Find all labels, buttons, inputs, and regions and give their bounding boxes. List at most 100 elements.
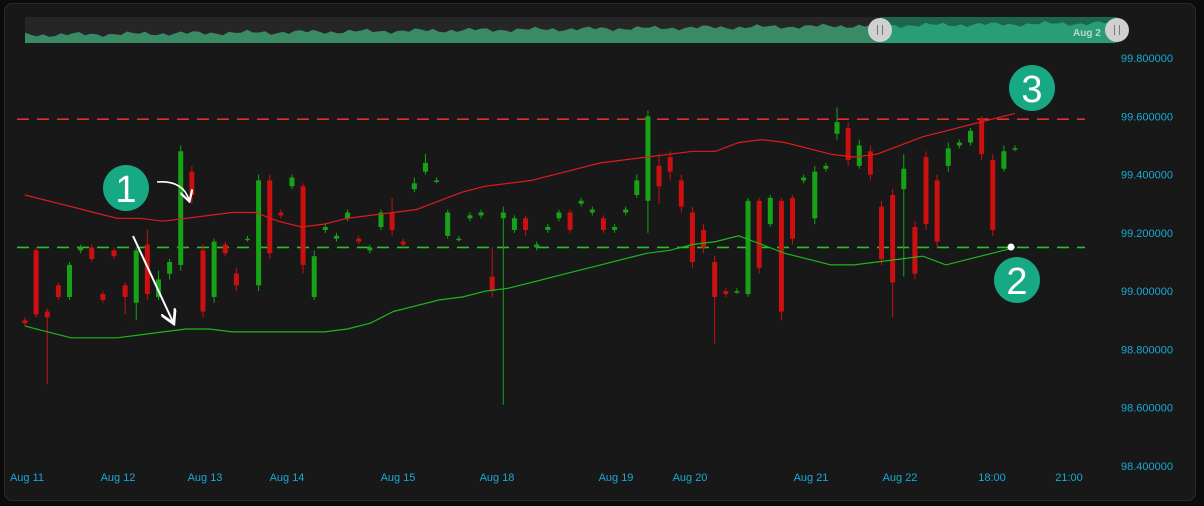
candle[interactable] — [745, 197, 751, 297]
candle[interactable] — [267, 174, 273, 260]
candle[interactable] — [122, 282, 128, 315]
candle[interactable] — [912, 221, 918, 280]
candle[interactable] — [956, 139, 962, 149]
range-navigator[interactable]: Aug 2 — [25, 17, 1129, 43]
candle[interactable] — [55, 282, 61, 300]
candle[interactable] — [78, 244, 84, 254]
candle[interactable] — [945, 142, 951, 172]
candle[interactable] — [478, 209, 484, 219]
candle[interactable] — [456, 235, 462, 242]
candle[interactable] — [500, 206, 506, 405]
candle[interactable] — [567, 209, 573, 233]
candle[interactable] — [133, 247, 139, 321]
candle[interactable] — [200, 244, 206, 318]
candle[interactable] — [612, 224, 618, 233]
candle-body — [912, 227, 918, 274]
candle[interactable] — [667, 151, 673, 181]
candle[interactable] — [111, 247, 117, 260]
candle[interactable] — [22, 317, 28, 327]
candle[interactable] — [256, 174, 262, 292]
candle[interactable] — [289, 174, 295, 190]
navigator-left-handle[interactable] — [868, 18, 892, 42]
candle[interactable] — [400, 238, 406, 248]
candle[interactable] — [511, 215, 517, 233]
candle[interactable] — [656, 154, 662, 204]
candle[interactable] — [734, 288, 740, 295]
candle[interactable] — [678, 174, 684, 213]
candle[interactable] — [990, 154, 996, 236]
candle[interactable] — [767, 194, 773, 228]
navigator-right-handle[interactable] — [1105, 18, 1129, 42]
candle[interactable] — [968, 127, 974, 146]
candle[interactable] — [211, 238, 217, 303]
candle[interactable] — [589, 206, 595, 216]
candle[interactable] — [701, 224, 707, 254]
candle[interactable] — [634, 174, 640, 198]
candle[interactable] — [578, 197, 584, 207]
candle[interactable] — [623, 206, 629, 216]
candle[interactable] — [356, 235, 362, 245]
candle[interactable] — [367, 244, 373, 254]
candle[interactable] — [856, 139, 862, 169]
candle[interactable] — [389, 197, 395, 236]
candle[interactable] — [823, 162, 829, 172]
candle[interactable] — [233, 267, 239, 292]
candle[interactable] — [66, 262, 72, 300]
candle[interactable] — [345, 209, 351, 222]
candle[interactable] — [44, 308, 50, 385]
candle[interactable] — [712, 256, 718, 344]
candle[interactable] — [155, 270, 161, 300]
candle[interactable] — [867, 145, 873, 181]
x-tick-label: Aug 20 — [673, 472, 708, 484]
candle[interactable] — [890, 189, 896, 318]
candle[interactable] — [600, 215, 606, 233]
candle[interactable] — [411, 177, 417, 193]
candle[interactable] — [178, 145, 184, 271]
candle[interactable] — [979, 116, 985, 160]
candle-body — [545, 227, 551, 230]
candle[interactable] — [545, 224, 551, 233]
candle[interactable] — [534, 241, 540, 251]
candle[interactable] — [923, 151, 929, 230]
candle-body — [834, 122, 840, 134]
candle[interactable] — [723, 288, 729, 297]
x-tick-label: 21:00 — [1055, 472, 1083, 484]
candle[interactable] — [311, 250, 317, 300]
candle[interactable] — [322, 224, 328, 233]
candle[interactable] — [434, 177, 440, 184]
candle-body — [333, 235, 339, 239]
candle[interactable] — [489, 247, 495, 297]
candle[interactable] — [244, 235, 250, 242]
candle[interactable] — [778, 197, 784, 321]
candle[interactable] — [645, 110, 651, 233]
candle[interactable] — [167, 259, 173, 280]
candle[interactable] — [1012, 145, 1018, 152]
candle[interactable] — [378, 209, 384, 230]
candle[interactable] — [901, 154, 907, 277]
candle[interactable] — [333, 232, 339, 242]
candle[interactable] — [278, 209, 284, 219]
candle[interactable] — [89, 244, 95, 262]
candle[interactable] — [790, 194, 796, 245]
candle[interactable] — [689, 206, 695, 268]
candle[interactable] — [467, 212, 473, 222]
candle[interactable] — [845, 122, 851, 166]
candle[interactable] — [556, 209, 562, 222]
candle[interactable] — [934, 174, 940, 248]
navigator-selection[interactable] — [880, 17, 1118, 43]
candle[interactable] — [756, 197, 762, 274]
candle[interactable] — [801, 174, 807, 184]
candle[interactable] — [189, 165, 195, 204]
candle[interactable] — [812, 165, 818, 225]
candlestick-chart[interactable]: Aug 2 99.800000 99.600000 99.400000 99.2000… — [5, 4, 1195, 500]
candle[interactable] — [422, 154, 428, 175]
candle[interactable] — [523, 215, 529, 236]
candle[interactable] — [300, 183, 306, 274]
candle[interactable] — [100, 291, 106, 303]
candle[interactable] — [222, 241, 228, 257]
candle[interactable] — [879, 200, 885, 265]
candle[interactable] — [33, 247, 39, 318]
candle[interactable] — [1001, 145, 1007, 172]
candle[interactable] — [445, 209, 451, 239]
candle[interactable] — [834, 107, 840, 140]
